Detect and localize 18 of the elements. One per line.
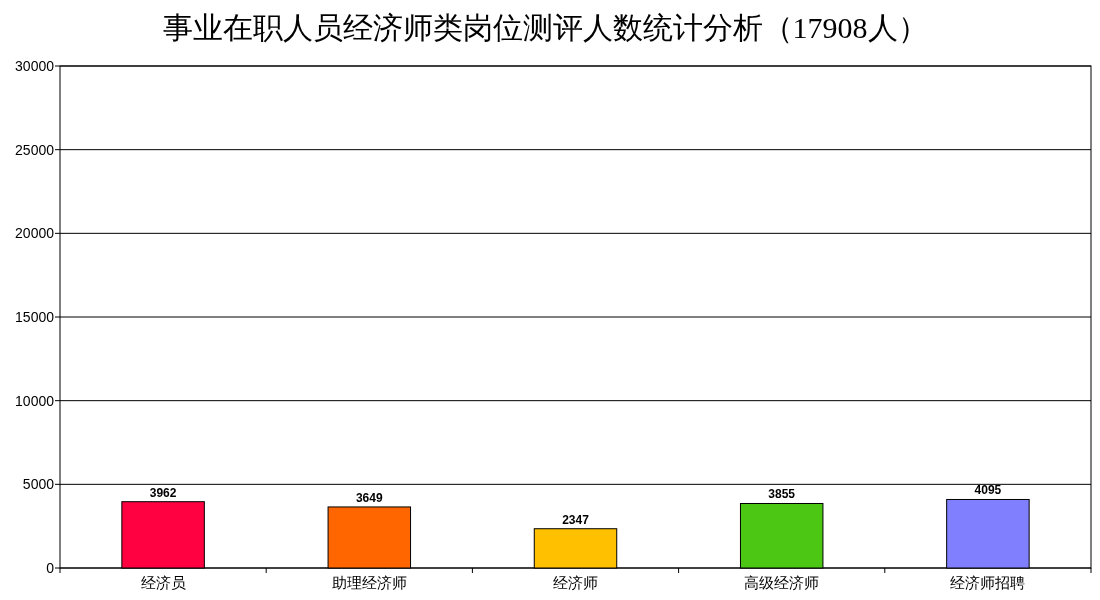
data-label: 4095	[974, 483, 1002, 498]
x-tick-label: 高级经济师	[744, 574, 820, 591]
data-label: 3649	[355, 490, 383, 505]
x-tick-label: 经济师招聘	[950, 574, 1026, 591]
y-tick-label: 20000	[15, 225, 55, 242]
x-tick-label: 经济师	[553, 574, 598, 591]
y-tick-label: 15000	[15, 309, 55, 325]
data-label: 3855	[768, 487, 796, 502]
y-tick-label: 5000	[22, 476, 55, 493]
data-label: 3962	[149, 485, 177, 500]
data-label: 2347	[562, 512, 590, 527]
y-tick-label: 10000	[15, 392, 55, 409]
y-tick-label: 30000	[15, 58, 55, 74]
y-tick-label: 25000	[15, 141, 55, 158]
chart-title: 事业在职人员经济师类岗位测评人数统计分析（17908人）	[162, 11, 928, 44]
x-tick-label: 经济员	[140, 574, 186, 591]
y-tick-label: 0	[46, 560, 55, 576]
x-tick-label: 助理经济师	[331, 574, 407, 591]
